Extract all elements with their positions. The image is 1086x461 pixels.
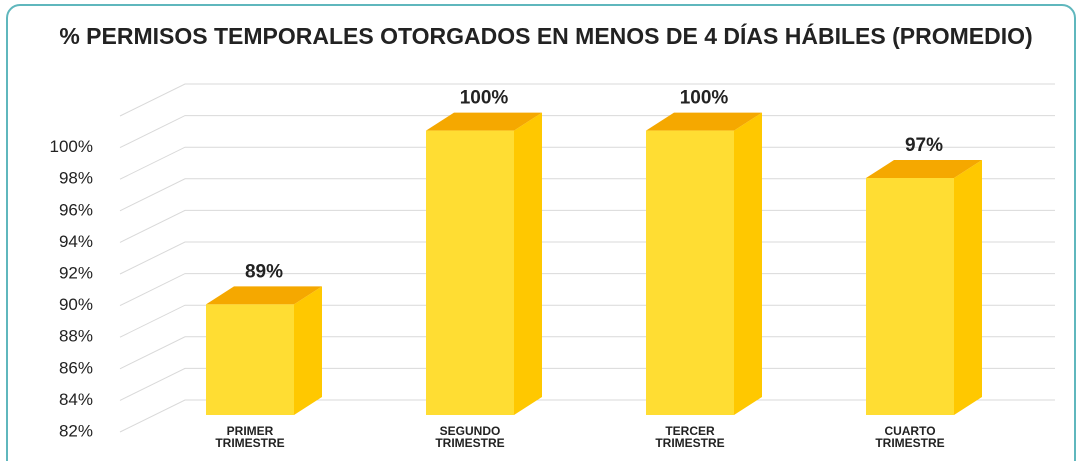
bar [206, 286, 322, 415]
frame [6, 4, 1076, 461]
value-label: 100% [680, 88, 729, 109]
y-tick-label: 96% [59, 200, 93, 219]
x-tick-label: PRIMER TRIMESTRE [215, 424, 285, 450]
x-tick-label: SEGUNDO TRIMESTRE [435, 424, 505, 450]
grid-line [119, 241, 1055, 275]
grid-line [119, 209, 1055, 243]
bar-side [514, 112, 542, 415]
y-tick-label: 92% [59, 263, 93, 282]
y-tick-label: 100% [50, 137, 93, 156]
grid-line [119, 304, 1055, 338]
bar-front [646, 130, 734, 415]
y-tick-label: 88% [59, 327, 93, 346]
y-tick-label: 82% [59, 421, 93, 440]
y-tick-label: 86% [59, 358, 93, 377]
grid-line [119, 273, 1055, 307]
y-tick-label: 98% [59, 169, 93, 188]
bar-front [866, 178, 954, 415]
chart-title: % PERMISOS TEMPORALES OTORGADOS EN MENOS… [59, 22, 1032, 49]
value-label: 97% [905, 135, 943, 156]
grid-line [119, 178, 1055, 212]
y-tick-label: 94% [59, 232, 93, 251]
grid-line [119, 399, 1055, 433]
value-label: 89% [245, 261, 283, 282]
bar-side [734, 112, 762, 415]
bar-front [426, 130, 514, 415]
bar [646, 112, 762, 415]
bar-top [426, 112, 542, 131]
bar-side [954, 160, 982, 415]
value-label: 100% [460, 88, 509, 109]
bar-side [294, 286, 322, 415]
grid-line [119, 146, 1055, 180]
x-tick-label: CUARTO TRIMESTRE [875, 424, 945, 450]
x-tick-label: TERCER TRIMESTRE [655, 424, 725, 450]
grid-line [119, 336, 1055, 370]
bar-front [206, 304, 294, 415]
bar-top [646, 112, 762, 131]
bar-top [866, 160, 982, 178]
grid-line [119, 367, 1055, 401]
bar-top [206, 286, 322, 305]
grid-line [119, 115, 1055, 149]
grid-line [119, 83, 1055, 117]
y-tick-label: 84% [59, 390, 93, 409]
bar [426, 112, 542, 415]
y-tick-label: 90% [59, 295, 93, 314]
bar [866, 160, 982, 415]
